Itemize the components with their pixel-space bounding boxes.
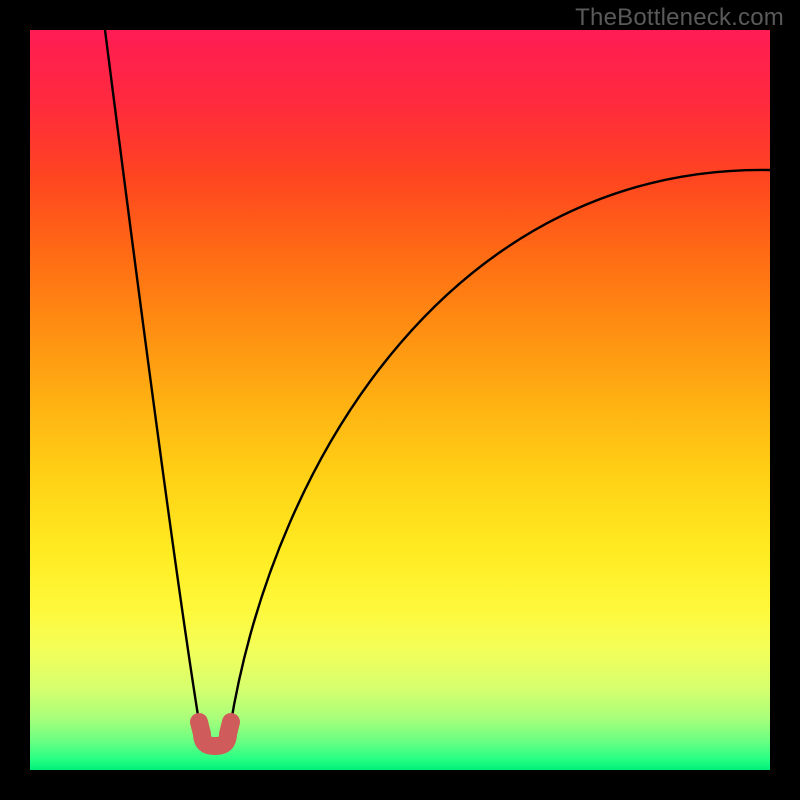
gradient-background	[30, 30, 770, 770]
plot-area	[30, 30, 770, 770]
bottleneck-chart-svg	[0, 0, 800, 800]
watermark-text: TheBottleneck.com	[575, 4, 784, 32]
chart-container: TheBottleneck.com	[0, 0, 800, 800]
